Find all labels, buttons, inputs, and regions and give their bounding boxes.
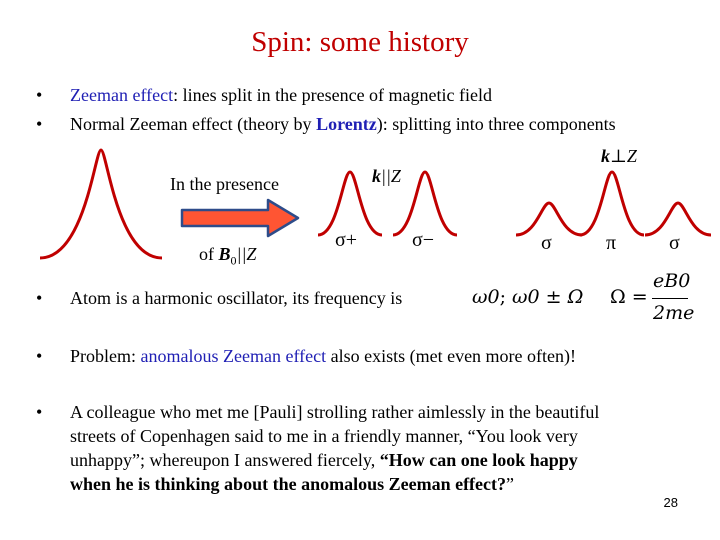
quote-line-2: streets of Copenhagen said to me in a fr… — [70, 426, 578, 446]
quote-bold: “How can one look happy — [379, 450, 578, 470]
bullet-harmonic-oscillator: Atom is a harmonic oscillator, its frequ… — [70, 288, 403, 308]
lorentz-name: Lorentz — [316, 114, 377, 134]
spectral-peak-sigma-right — [644, 201, 712, 237]
perp-z: ⊥Z — [610, 146, 637, 166]
bullet-text: also exists (met even more often)! — [326, 346, 577, 366]
bullet-text: ): splitting into three components — [376, 114, 616, 134]
b-symbol: B — [218, 244, 231, 264]
field-direction-label: of B0||Z — [199, 244, 256, 269]
fraction-bar — [652, 298, 688, 299]
parallel-z: ||Z — [236, 244, 257, 264]
page-number: 28 — [663, 495, 678, 510]
pi-label: π — [606, 232, 617, 254]
fraction-denominator: 2me — [653, 302, 695, 324]
k-perp-label: k⊥Z — [601, 146, 637, 167]
sigma-label-left: σ — [541, 232, 552, 254]
bullet-marker: • — [36, 288, 43, 308]
quote-bold: when he is thinking about the anomalous … — [70, 474, 507, 494]
slide-title: Spin: some history — [251, 26, 469, 58]
omega-split: ω0 ± Ω — [512, 286, 584, 308]
omega-definition-lhs: Ω = — [610, 286, 648, 308]
fraction-numerator: eB0 — [653, 270, 691, 292]
bullet-marker: • — [36, 114, 43, 134]
sigma-minus-label: σ− — [412, 229, 435, 251]
sigma-plus-label: σ+ — [335, 229, 358, 251]
bullet-zeeman-effect: Zeeman effect: lines split in the presen… — [70, 84, 492, 106]
bullet-text: : lines split in the presence of magneti… — [173, 85, 493, 105]
quote-line-1: A colleague who met me [Pauli] strolling… — [70, 402, 600, 422]
bullet-marker: • — [36, 85, 43, 105]
spectral-peak-sigma-left — [515, 201, 583, 237]
bullet-normal-zeeman: Normal Zeeman effect (theory by Lorentz)… — [70, 113, 616, 135]
in-the-presence-label: In the presence — [170, 174, 279, 194]
quote-line-3: unhappy”; whereupon I answered fiercely,… — [70, 449, 578, 471]
of-text: of — [199, 244, 219, 264]
k-vector: k — [372, 166, 381, 186]
k-vector: k — [601, 146, 610, 166]
formula-separator: ; — [499, 286, 506, 308]
spectral-peak-sigma-minus — [392, 170, 458, 237]
spectral-peak-sigma-plus — [317, 170, 383, 237]
bullet-anomalous-problem: Problem: anomalous Zeeman effect also ex… — [70, 345, 576, 367]
magnetic-field-arrow — [180, 198, 300, 238]
parallel-z: ||Z — [381, 166, 401, 186]
spectral-peak-pi — [579, 170, 645, 237]
frequency-formula: ω0; ω0 ± Ω — [472, 286, 583, 308]
zeeman-effect-link[interactable]: Zeeman effect — [70, 85, 174, 105]
sigma-label-right: σ — [669, 232, 680, 254]
bullet-text: Problem: — [70, 346, 141, 366]
omega-zero: ω0 — [472, 286, 500, 308]
anomalous-zeeman-link[interactable]: anomalous Zeeman effect — [140, 346, 327, 366]
quote-line-4: when he is thinking about the anomalous … — [70, 473, 514, 495]
b-subscript: 0 — [230, 253, 237, 268]
quote-text: ” — [506, 474, 515, 494]
bullet-marker: • — [36, 346, 43, 366]
spectral-peak-unsplit — [39, 148, 163, 260]
zeeman-splitting-diagram — [39, 148, 712, 260]
k-parallel-label: k||Z — [372, 166, 401, 187]
bullet-marker: • — [36, 402, 43, 422]
bullet-text: Normal Zeeman effect (theory by — [70, 114, 317, 134]
quote-text: unhappy”; whereupon I answered fiercely, — [70, 450, 380, 470]
